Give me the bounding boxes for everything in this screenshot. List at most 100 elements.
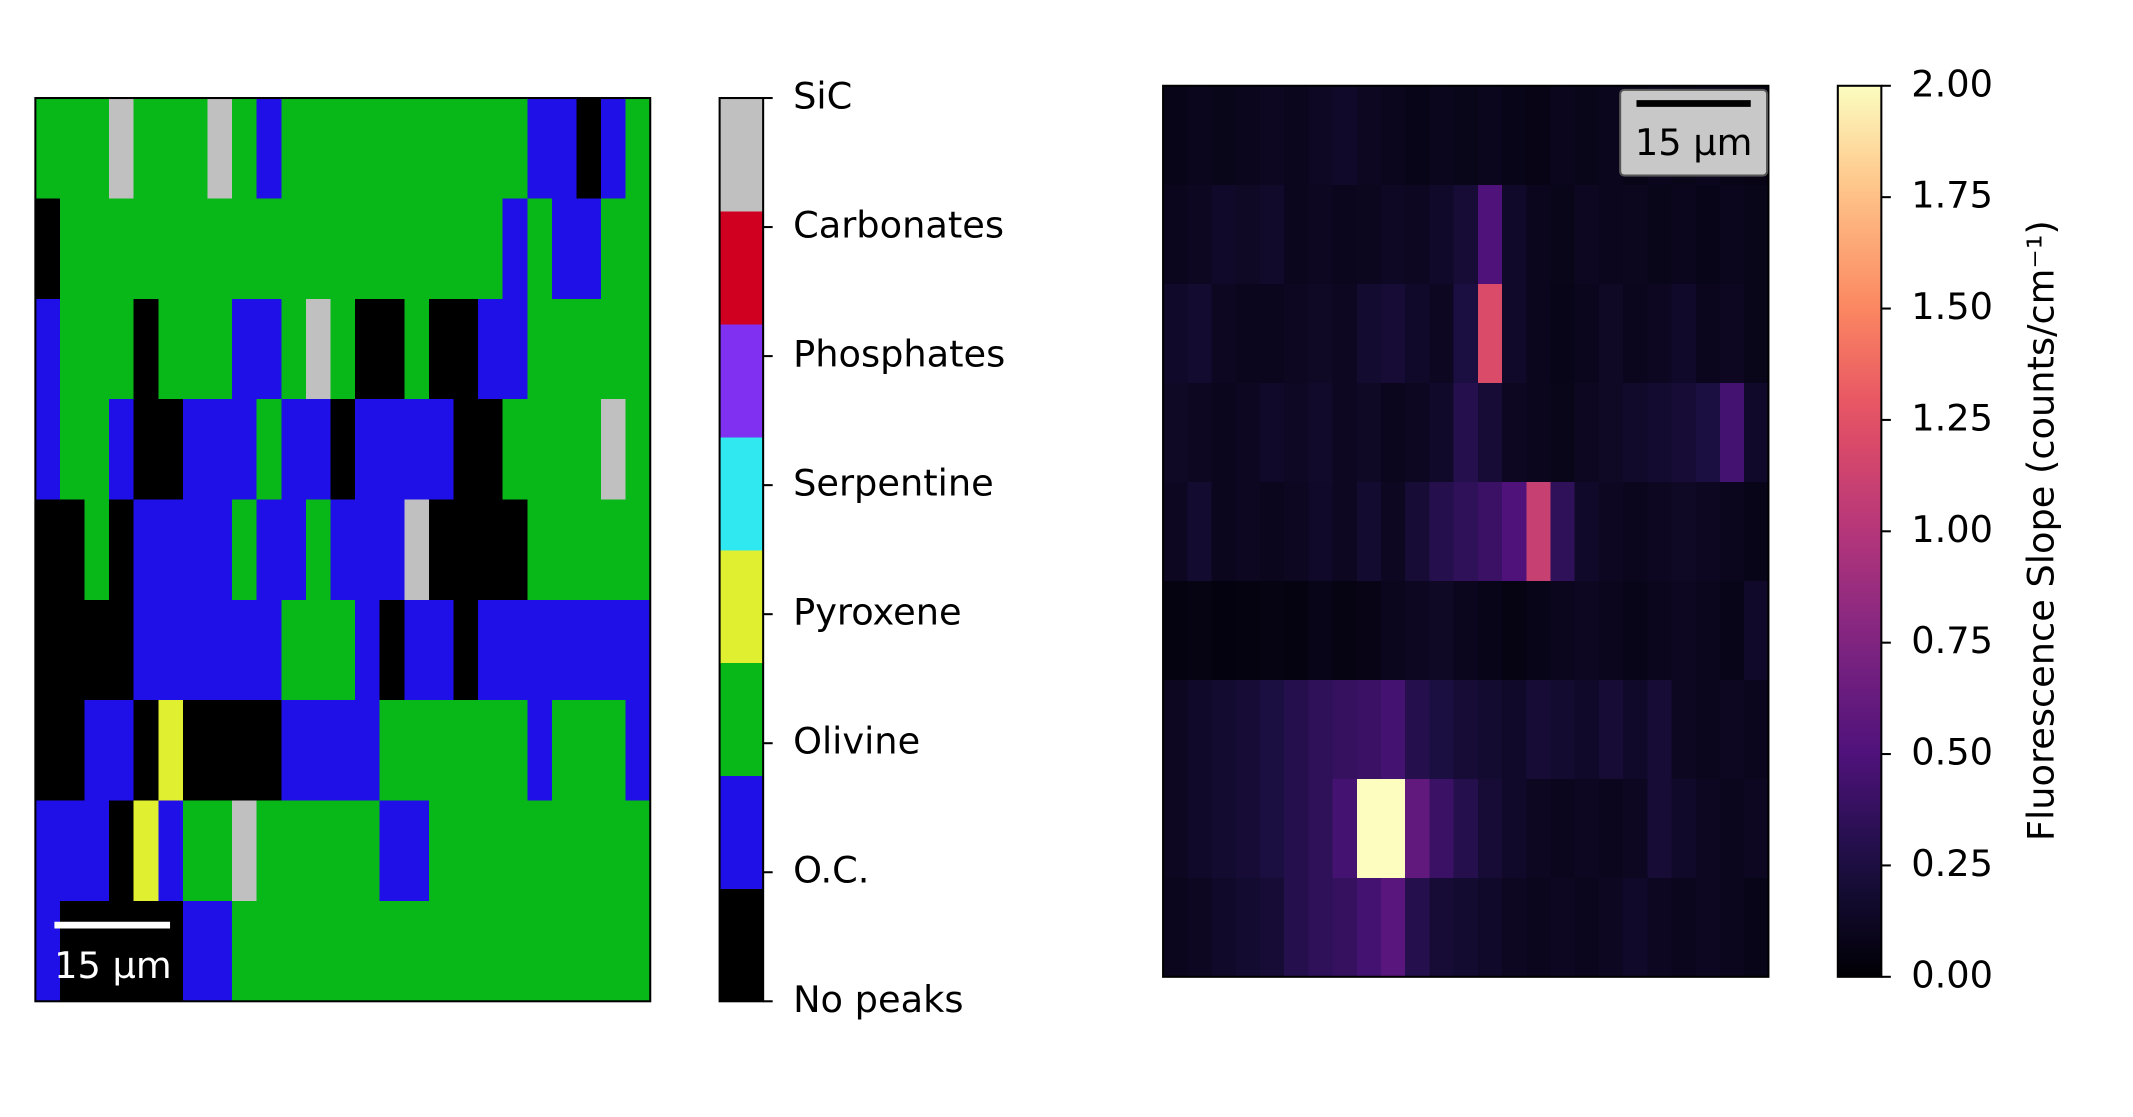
heatmap-cell bbox=[1550, 580, 1576, 681]
heatmap-cell bbox=[527, 98, 553, 200]
heatmap-cell bbox=[232, 198, 258, 300]
heatmap-cell bbox=[84, 599, 110, 702]
heatmap-cell bbox=[625, 399, 652, 501]
heatmap-cell bbox=[576, 599, 602, 702]
heatmap-cell bbox=[281, 198, 307, 300]
heatmap-cell bbox=[1720, 184, 1746, 285]
heatmap-cell bbox=[109, 900, 135, 1003]
heatmap-cell bbox=[1259, 85, 1285, 186]
heatmap-cell bbox=[355, 900, 381, 1003]
colorbar-tick-label: 1.25 bbox=[1911, 396, 1993, 439]
heatmap-cell bbox=[1235, 283, 1261, 384]
heatmap-cell bbox=[1235, 382, 1261, 483]
heatmap-cell bbox=[1598, 184, 1624, 285]
heatmap-cell bbox=[1574, 283, 1600, 384]
heatmap-cell bbox=[502, 599, 529, 702]
heatmap-cell bbox=[1671, 679, 1697, 780]
heatmap-cell bbox=[601, 198, 627, 300]
heatmap-cell bbox=[1356, 580, 1382, 681]
heatmap-cell bbox=[1381, 481, 1407, 582]
heatmap-cell bbox=[1671, 283, 1697, 384]
heatmap-cell bbox=[1235, 184, 1261, 285]
heatmap-cell bbox=[158, 700, 184, 802]
heatmap-cell bbox=[207, 900, 233, 1003]
heatmap-cell bbox=[59, 98, 86, 200]
heatmap-cell bbox=[1332, 283, 1358, 384]
heatmap-cell bbox=[502, 198, 529, 300]
heatmap-cell bbox=[1647, 778, 1673, 879]
colorbar-segment bbox=[719, 436, 764, 551]
heatmap-cell bbox=[527, 700, 553, 802]
heatmap-cell bbox=[305, 98, 332, 200]
colorbar-tick-label: 0.00 bbox=[1911, 953, 1993, 996]
heatmap-cell bbox=[601, 599, 627, 702]
heatmap-cell bbox=[1405, 679, 1431, 780]
heatmap-cell bbox=[232, 499, 258, 601]
heatmap-cell bbox=[1574, 580, 1600, 681]
heatmap-cell bbox=[428, 399, 455, 501]
heatmap-cell bbox=[109, 298, 135, 400]
heatmap-cell bbox=[1332, 184, 1358, 285]
heatmap-cell bbox=[551, 599, 578, 702]
heatmap-cell bbox=[1381, 778, 1407, 879]
heatmap-cell bbox=[355, 800, 381, 902]
heatmap-cell bbox=[1550, 679, 1576, 780]
heatmap-cell bbox=[35, 599, 61, 702]
heatmap-cell bbox=[551, 700, 578, 802]
heatmap-cell bbox=[330, 98, 356, 200]
heatmap-cell bbox=[158, 198, 184, 300]
heatmap-cell bbox=[379, 499, 406, 601]
heatmap-cell bbox=[305, 900, 332, 1003]
heatmap-cell bbox=[1405, 481, 1431, 582]
plot-frame bbox=[1162, 84, 1770, 978]
heatmap-cell bbox=[1453, 283, 1479, 384]
heatmap-cell bbox=[182, 499, 209, 601]
colorbar-segment bbox=[719, 210, 764, 325]
heatmap-cell bbox=[1623, 580, 1649, 681]
heatmap-cell bbox=[59, 399, 86, 501]
heatmap-cell bbox=[428, 198, 455, 300]
heatmap-cell bbox=[59, 900, 86, 1003]
heatmap-cell bbox=[1647, 877, 1673, 978]
heatmap-cell bbox=[1744, 283, 1770, 384]
heatmap-cell bbox=[1211, 778, 1237, 879]
heatmap-cell bbox=[576, 900, 602, 1003]
heatmap-cell bbox=[1235, 679, 1261, 780]
heatmap-cell bbox=[478, 499, 504, 601]
heatmap-cell bbox=[1744, 778, 1770, 879]
heatmap-cell bbox=[625, 800, 652, 902]
heatmap-cell bbox=[35, 700, 61, 802]
heatmap-cell bbox=[453, 499, 479, 601]
heatmap-cell bbox=[379, 800, 406, 902]
heatmap-cell bbox=[1695, 283, 1721, 384]
heatmap-cell bbox=[1163, 679, 1189, 780]
heatmap-cell bbox=[355, 700, 381, 802]
colorbar-tick-label: 1.75 bbox=[1911, 174, 1993, 217]
heatmap-cell bbox=[1332, 877, 1358, 978]
heatmap-cell bbox=[1574, 382, 1600, 483]
heatmap-cell bbox=[84, 298, 110, 400]
heatmap-cell bbox=[1477, 481, 1503, 582]
heatmap-cell bbox=[1744, 877, 1770, 978]
heatmap-cell bbox=[1187, 184, 1213, 285]
heatmap-cell bbox=[404, 298, 430, 400]
heatmap-cell bbox=[428, 298, 455, 400]
heatmap-cell bbox=[1598, 778, 1624, 879]
heatmap-cell bbox=[109, 599, 135, 702]
heatmap-cell bbox=[502, 800, 529, 902]
heatmap-cell bbox=[1211, 283, 1237, 384]
heatmap-cell bbox=[1550, 778, 1576, 879]
heatmap-cell bbox=[1405, 778, 1431, 879]
heatmap-cell bbox=[1429, 481, 1455, 582]
heatmap-cell bbox=[182, 198, 209, 300]
heatmap-cell bbox=[453, 800, 479, 902]
heatmap-cell bbox=[1477, 283, 1503, 384]
heatmap-cell bbox=[330, 599, 356, 702]
heatmap-cell bbox=[1550, 481, 1576, 582]
heatmap-cell bbox=[453, 900, 479, 1003]
heatmap-cell bbox=[1405, 85, 1431, 186]
heatmap-cell bbox=[1720, 382, 1746, 483]
heatmap-cell bbox=[527, 198, 553, 300]
colorbar-frame bbox=[718, 97, 765, 1003]
